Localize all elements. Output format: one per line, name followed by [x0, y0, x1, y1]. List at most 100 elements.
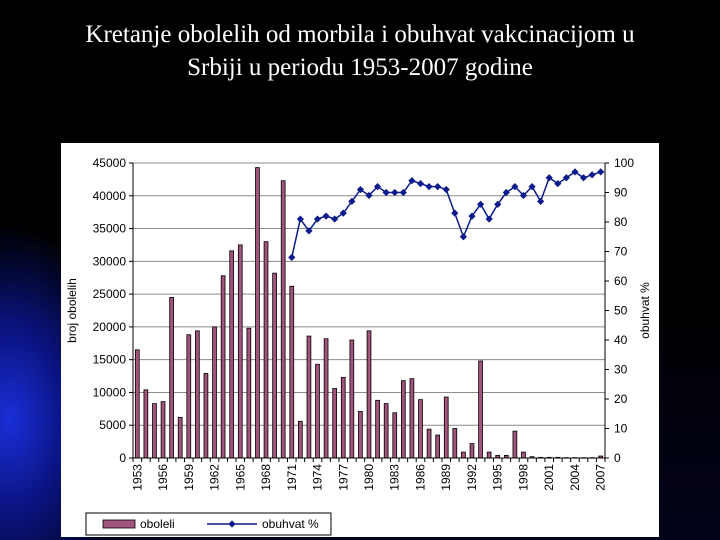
- obuhvat-marker-1987: [425, 183, 433, 191]
- legend-label-oboleli: oboleli: [140, 517, 175, 531]
- x-tick-label: 1953: [130, 464, 144, 491]
- bar-1976: [332, 388, 338, 459]
- bar-1970: [280, 180, 286, 459]
- title-line-2: Srbiji u periodu 1953-2007 godine: [187, 54, 533, 81]
- y-left-tick-label: 25000: [93, 287, 127, 301]
- bar-1969: [272, 272, 277, 459]
- x-tick-label: 1962: [208, 464, 222, 491]
- obuhvat-marker-1985: [408, 177, 416, 185]
- x-tick-label: 1986: [413, 464, 427, 491]
- x-tick-label: 1998: [516, 464, 530, 491]
- bar-1957: [169, 296, 174, 459]
- obuhvat-marker-1993: [476, 200, 485, 208]
- obuhvat-marker-1997: [511, 183, 519, 191]
- obuhvat-marker-1982: [382, 188, 390, 197]
- x-tick-label: 1974: [311, 464, 325, 491]
- bar-1991: [461, 451, 466, 459]
- obuhvat-marker-1989: [442, 185, 450, 194]
- obuhvat-marker-2005: [579, 174, 588, 182]
- obuhvat-marker-2000: [537, 197, 545, 205]
- bar-1968: [263, 241, 269, 459]
- y-right-tick-label: 0: [614, 451, 621, 465]
- bar-1989: [443, 396, 449, 459]
- y-right-tick-label: 80: [614, 215, 628, 229]
- bar-1965: [237, 244, 243, 459]
- obuhvat-marker-1996: [502, 188, 510, 197]
- y-right-tick-label: 60: [614, 274, 628, 288]
- y-left-tick-label: 20000: [93, 320, 127, 334]
- bar-1974: [315, 363, 320, 459]
- bar-1963: [220, 275, 226, 459]
- bar-1984: [400, 380, 406, 459]
- y-right-tick-label: 30: [614, 363, 628, 377]
- obuhvat-marker-2007: [597, 168, 605, 176]
- obuhvat-marker-1978: [348, 197, 356, 205]
- bar-1975: [323, 338, 329, 459]
- x-tick-label: 1968: [259, 464, 273, 491]
- obuhvat-marker-1980: [365, 191, 373, 200]
- obuhvat-marker-1998: [519, 191, 528, 200]
- y-left-tick-label: 35000: [93, 222, 127, 236]
- x-tick-label: 1992: [465, 464, 479, 491]
- legend-swatch-obuhvat-marker: [228, 520, 236, 528]
- obuhvat-marker-2002: [554, 180, 562, 188]
- bar-1966: [246, 327, 252, 459]
- bar-1973: [306, 335, 312, 459]
- obuhvat-marker-1981: [373, 183, 382, 191]
- y-left-axis-label: broj obolelih: [65, 278, 79, 343]
- bar-1981: [375, 399, 380, 459]
- y-right-tick-label: 70: [614, 245, 628, 259]
- bar-1985: [409, 378, 415, 459]
- obuhvat-marker-1976: [331, 215, 339, 223]
- y-left-tick-label: 5000: [99, 418, 126, 432]
- bar-1983: [392, 412, 398, 459]
- bar-1990: [452, 428, 458, 459]
- obuhvat-marker-1995: [494, 200, 502, 208]
- obuhvat-marker-2001: [545, 174, 553, 182]
- bar-1953: [134, 349, 140, 459]
- bar-1954: [143, 389, 149, 459]
- obuhvat-marker-2004: [571, 168, 579, 176]
- bar-1982: [383, 403, 389, 459]
- legend-label-obuhvat: obuhvat %: [262, 517, 319, 531]
- obuhvat-marker-1988: [434, 183, 442, 191]
- obuhvat-marker-1977: [339, 209, 347, 217]
- obuhvat-marker-1984: [399, 188, 407, 197]
- obuhvat-marker-2003: [562, 174, 570, 182]
- bar-1961: [203, 373, 209, 459]
- x-tick-label: 1977: [336, 464, 350, 491]
- bar-1992: [469, 443, 475, 459]
- bar-1959: [186, 334, 192, 459]
- bar-1987: [426, 428, 432, 459]
- bar-1980: [366, 330, 372, 459]
- y-left-tick-label: 10000: [93, 385, 127, 399]
- bar-1988: [435, 434, 440, 459]
- obuhvat-marker-1990: [451, 209, 459, 217]
- bar-1977: [340, 376, 346, 459]
- chart-panel: 0 5000 10000 15000 20000 25000 30000 35000 40000…: [61, 143, 659, 537]
- obuhvat-line: [291, 170, 601, 258]
- obuhvat-marker-1999: [528, 183, 536, 191]
- y-right-tick-label: 10: [614, 422, 628, 436]
- y-right-tick-label: 40: [614, 333, 628, 347]
- y-left-tick-label: 15000: [93, 353, 127, 367]
- x-tick-label: 1989: [439, 464, 453, 491]
- bar-1986: [418, 399, 423, 459]
- x-tick-label: 2007: [594, 464, 608, 491]
- x-tick-label: 1965: [233, 464, 247, 491]
- y-right-tick-label: 20: [614, 392, 628, 406]
- title-line-1: Kretanje obolelih od morbila i obuhvat v…: [85, 21, 635, 48]
- y-left-tick-label: 45000: [93, 156, 127, 170]
- bar-1962: [212, 326, 217, 459]
- obuhvat-marker-1974: [313, 215, 322, 223]
- bar-1979: [358, 411, 363, 459]
- bar-1960: [195, 330, 200, 459]
- obuhvat-marker-1994: [485, 215, 493, 223]
- bar-1958: [177, 416, 183, 459]
- bar-1972: [298, 420, 303, 459]
- x-tick-label: 1983: [388, 464, 402, 491]
- obuhvat-marker-1971: [288, 253, 296, 261]
- x-tick-label: 2001: [542, 464, 556, 491]
- x-tick-label: 1995: [491, 464, 505, 491]
- bar-1997: [512, 430, 518, 459]
